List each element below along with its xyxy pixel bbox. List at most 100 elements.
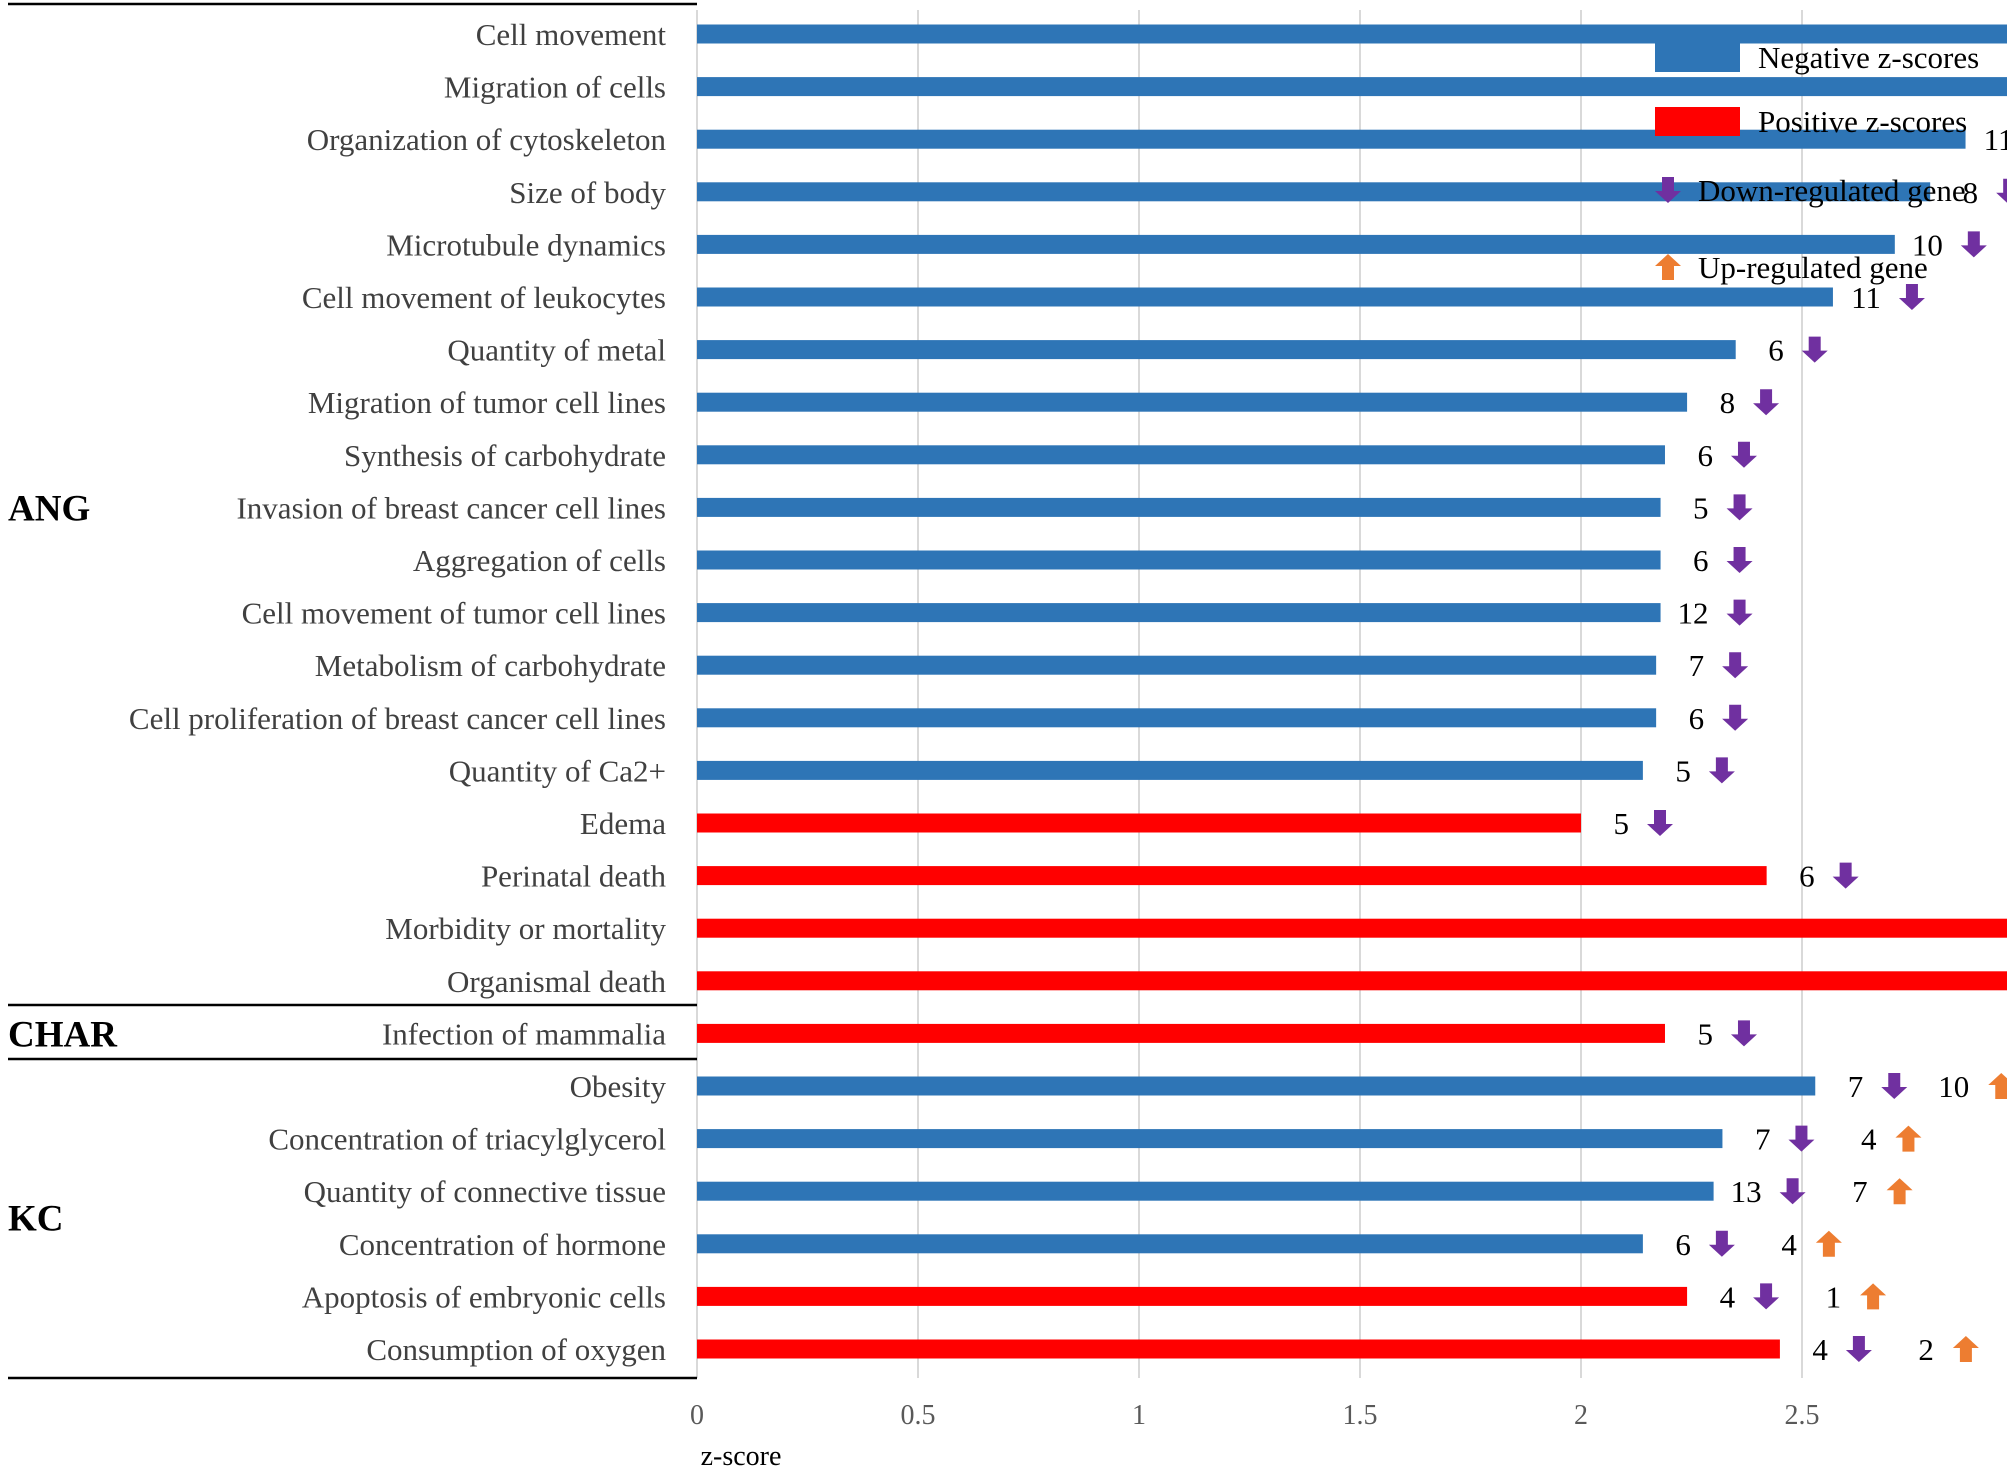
down-count-label: 5 [1614, 806, 1630, 841]
up-arrow-icon [1895, 1125, 1922, 1152]
up-count-label: 7 [1852, 1174, 1868, 1209]
bar [697, 760, 1643, 780]
down-arrow-icon [1898, 284, 1925, 310]
category-label: Aggregation of cells [413, 543, 666, 578]
bars [697, 24, 2007, 1359]
category-label: Quantity of connective tissue [304, 1174, 666, 1209]
category-label: Size of body [509, 175, 666, 210]
up-count-label: 1 [1826, 1279, 1842, 1314]
category-label: Cell movement of tumor cell lines [242, 596, 666, 631]
legend-down-arrow-icon [1655, 177, 1681, 203]
legend-swatch-positive [1655, 107, 1740, 136]
legend-up-arrow-icon [1655, 254, 1681, 280]
x-axis-title: z-score [701, 1441, 782, 1472]
category-label: Quantity of Ca2+ [449, 753, 666, 788]
down-count-label: 11 [1984, 122, 2007, 157]
group-labels: ANG CHAR KC [8, 2, 697, 1380]
down-arrow-icon [1996, 178, 2007, 203]
category-label: Concentration of hormone [339, 1227, 666, 1262]
bar [697, 1339, 1780, 1359]
down-count-label: 5 [1675, 753, 1691, 788]
up-arrow-icon [1952, 1336, 1979, 1362]
bar [697, 1076, 1816, 1096]
bar [697, 655, 1657, 675]
category-label: Organismal death [447, 964, 666, 999]
down-count-label: 7 [1848, 1069, 1864, 1104]
down-arrow-icon [1722, 652, 1749, 679]
category-label: Cell movement [476, 17, 667, 52]
group-label-ang: ANG [8, 488, 90, 529]
up-count-label: 4 [1781, 1227, 1797, 1262]
down-count-label: 10 [1912, 227, 1943, 262]
gene-count-annotations: 2019118101168656127655617116157107413764… [1614, 122, 2007, 1367]
category-labels: Cell movement Migration of cells Organizat… [129, 17, 667, 1367]
grid [696, 10, 1803, 1378]
category-label: Edema [580, 806, 666, 841]
down-count-label: 8 [1720, 385, 1736, 420]
category-label: Cell movement of leukocytes [302, 280, 666, 315]
category-label: Concentration of triacylglycerol [268, 1122, 666, 1157]
category-label: Obesity [570, 1069, 667, 1104]
down-arrow-icon [1845, 1336, 1872, 1362]
down-count-label: 4 [1812, 1332, 1828, 1367]
down-count-label: 5 [1693, 490, 1709, 525]
down-count-label: 11 [1851, 280, 1881, 315]
category-label: Cell proliferation of breast cancer cell… [129, 701, 666, 736]
group-label-char: CHAR [8, 1014, 118, 1055]
bar [697, 1129, 1723, 1149]
up-count-label: 4 [1861, 1122, 1877, 1157]
down-count-label: 8 [1963, 175, 1979, 210]
down-count-label: 6 [1675, 1227, 1691, 1262]
down-count-label: 13 [1731, 1174, 1762, 1209]
x-tick-label: 0 [690, 1400, 704, 1431]
down-arrow-icon [1708, 757, 1735, 784]
down-count-label: 6 [1768, 333, 1784, 368]
down-arrow-icon [1647, 810, 1673, 836]
legend-label: Down-regulated gene [1698, 173, 1966, 208]
legend-swatch-negative [1655, 43, 1740, 72]
bar [697, 497, 1661, 517]
down-arrow-icon [1960, 231, 1987, 258]
down-arrow-icon [1730, 441, 1757, 468]
category-label: Perinatal death [481, 859, 667, 894]
bar [697, 550, 1661, 570]
bar [697, 603, 1661, 623]
bar [697, 708, 1657, 728]
up-count-label: 2 [1918, 1332, 1934, 1367]
down-count-label: 6 [1697, 438, 1713, 473]
bar [697, 1286, 1688, 1306]
bar [697, 287, 1833, 307]
bar [697, 1234, 1643, 1254]
up-arrow-icon [1860, 1283, 1887, 1310]
down-arrow-icon [1726, 494, 1753, 521]
down-arrow-icon [1779, 1178, 1806, 1205]
legend-label: Up-regulated gene [1698, 250, 1928, 285]
legend-label: Positive z-scores [1758, 104, 1967, 139]
up-arrow-icon [1886, 1178, 1913, 1205]
down-count-label: 6 [1799, 859, 1815, 894]
group-label-kc: KC [8, 1199, 64, 1240]
category-label: Organization of cytoskeleton [307, 122, 667, 157]
x-tick-label: 0.5 [901, 1400, 936, 1431]
down-count-label: 6 [1693, 543, 1709, 578]
legend-label: Negative z-scores [1758, 40, 1979, 75]
category-label: Infection of mammalia [382, 1016, 666, 1051]
down-arrow-icon [1881, 1073, 1908, 1099]
bar [697, 813, 1581, 833]
bar [697, 182, 1931, 202]
x-tick-label: 2 [1574, 1400, 1588, 1431]
x-tick-label: 1 [1132, 1400, 1146, 1431]
category-label: Invasion of breast cancer cell lines [236, 490, 666, 525]
x-axis: 00.511.522.533.54 [690, 1400, 1820, 1431]
bar [697, 234, 1895, 254]
up-arrow-icon [1815, 1230, 1842, 1257]
down-count-label: 12 [1678, 596, 1709, 631]
down-count-label: 7 [1755, 1122, 1771, 1157]
bar [697, 24, 2007, 44]
bar [697, 1181, 1714, 1201]
category-label: Migration of cells [444, 70, 666, 105]
category-label: Quantity of metal [447, 333, 666, 368]
category-label: Synthesis of carbohydrate [344, 438, 666, 473]
down-arrow-icon [1726, 547, 1753, 573]
